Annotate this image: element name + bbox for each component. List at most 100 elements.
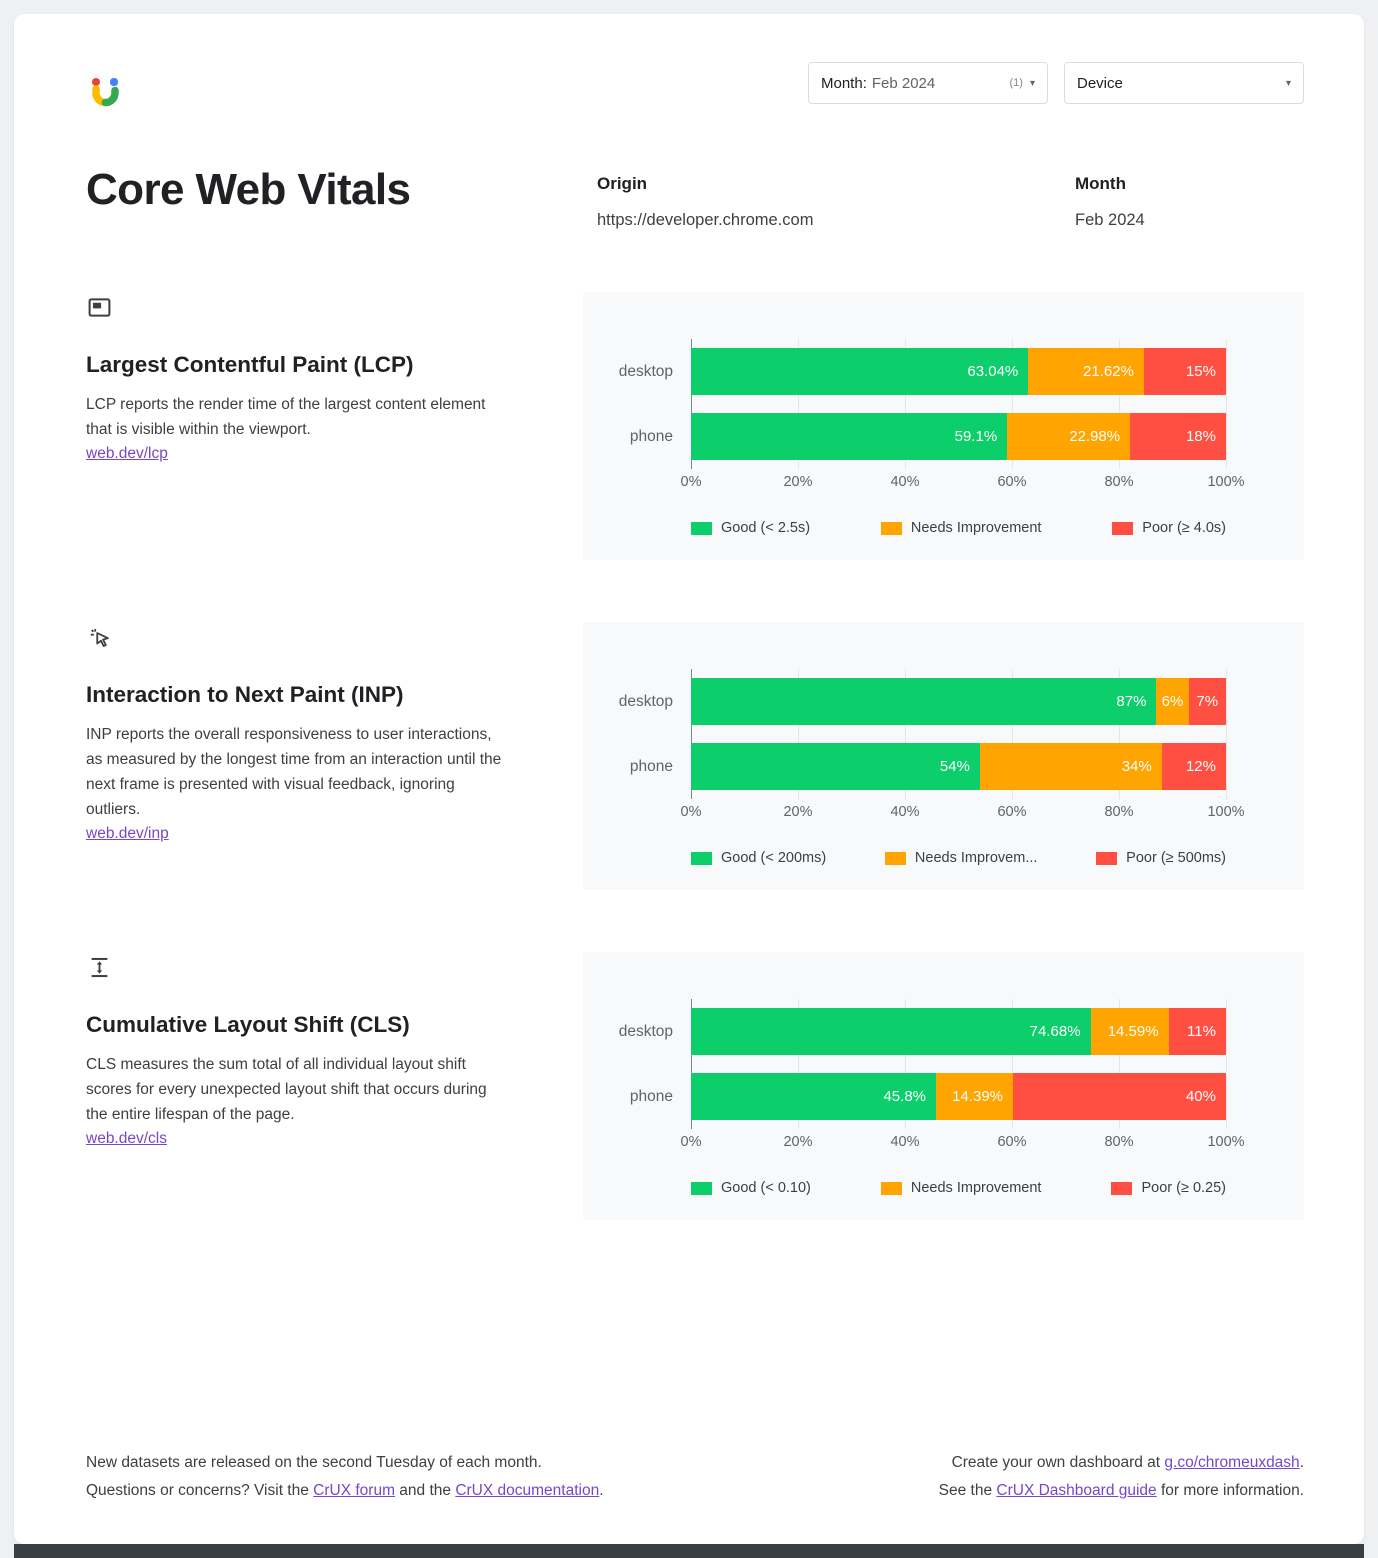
report-header: Core Web Vitals Origin https://developer… xyxy=(86,165,1304,230)
legend-label: Needs Improvement xyxy=(910,1180,1042,1196)
month-filter-value: Feb 2024 xyxy=(871,74,936,92)
bar-segment: 63.04% xyxy=(691,348,1029,395)
bar-category-label: phone xyxy=(629,1087,673,1105)
legend-item: Good (< 2.5s) xyxy=(691,520,810,536)
gridline xyxy=(1119,999,1120,1129)
top-bar: Month: Feb 2024 (1) ▾ Device ▾ xyxy=(86,62,1304,110)
bar-segment: 6% xyxy=(1156,678,1189,725)
x-tick-label: 80% xyxy=(1104,1134,1134,1150)
bar-segment: 14.59% xyxy=(1090,1008,1169,1055)
bar-segment: 22.98% xyxy=(1007,413,1131,460)
x-tick-label: 0% xyxy=(680,804,702,820)
legend-label: Good (< 200ms) xyxy=(721,850,827,866)
section-inp-text: Interaction to Next Paint (INP) INP repo… xyxy=(86,622,583,890)
gridline xyxy=(798,999,799,1129)
crux-documentation-link[interactable]: CrUX documentation xyxy=(455,1482,600,1500)
web-dev-cls-link[interactable]: web.dev/cls xyxy=(86,1130,167,1148)
dropdown-arrow-icon: ▾ xyxy=(1285,77,1291,89)
inp-chart: desktop phone 87% 6% 7% 54% 34% 12% 0% 20% 40% 60… xyxy=(583,622,1304,890)
month-filter-label: Month: xyxy=(821,74,867,92)
page-title: Core Web Vitals xyxy=(86,165,411,214)
footer-right: Create your own dashboard at g.co/chrome… xyxy=(939,1449,1304,1506)
metric-title-lcp: Largest Contentful Paint (LCP) xyxy=(86,352,414,377)
bar-category-label: desktop xyxy=(618,692,673,710)
section-cls-text: Cumulative Layout Shift (CLS) CLS measur… xyxy=(86,952,583,1220)
x-axis-ticks: 0% 20% 40% 60% 80% 100% xyxy=(681,804,1245,824)
origin-value: https://developer.chrome.com xyxy=(597,211,814,229)
legend-item: Needs Improvement xyxy=(880,1180,1042,1196)
bar-category-label: phone xyxy=(629,757,673,775)
bar-category-labels: desktop phone xyxy=(583,348,691,460)
metric-description-inp: INP reports the overall responsiveness t… xyxy=(86,726,502,819)
bar-segment: 74.68% xyxy=(691,1008,1091,1055)
legend-swatch xyxy=(884,851,906,865)
footer-guide-note: See the CrUX Dashboard guide for more in… xyxy=(938,1482,1304,1500)
legend-swatch xyxy=(691,1181,712,1195)
bars: 87% 6% 7% 54% 34% 12% xyxy=(691,678,1226,790)
footer-left: New datasets are released on the second … xyxy=(86,1449,604,1506)
month-filter-dropdown[interactable]: Month: Feb 2024 (1) ▾ xyxy=(808,62,1048,104)
bar-category-labels: desktop phone xyxy=(583,1008,691,1120)
legend-swatch xyxy=(880,1181,902,1195)
legend-item: Good (< 200ms) xyxy=(691,850,826,866)
y-axis-line xyxy=(691,669,692,799)
bar-segment: 54% xyxy=(691,743,980,790)
bar-category-label: desktop xyxy=(618,362,673,380)
month-filter-count: (1) xyxy=(1009,77,1023,89)
legend-label: Good (< 2.5s) xyxy=(721,520,811,536)
legend-label: Good (< 0.10) xyxy=(721,1180,811,1196)
bar-row-desktop: 87% 6% 7% xyxy=(691,678,1226,725)
x-tick-label: 100% xyxy=(1207,804,1245,820)
footer-create-dashboard-note: Create your own dashboard at g.co/chrome… xyxy=(951,1453,1304,1471)
bar-category-label: desktop xyxy=(618,1022,673,1040)
crux-forum-link[interactable]: CrUX forum xyxy=(313,1482,395,1500)
y-axis-line xyxy=(691,999,692,1129)
legend-item: Poor (≥ 4.0s) xyxy=(1112,520,1226,536)
interaction-cursor-icon xyxy=(86,624,511,652)
gridline xyxy=(905,339,906,469)
device-filter-dropdown[interactable]: Device ▾ xyxy=(1064,62,1304,104)
bar-segment: 21.62% xyxy=(1028,348,1144,395)
x-tick-label: 100% xyxy=(1207,1134,1245,1150)
chromeuxdash-link[interactable]: g.co/chromeuxdash xyxy=(1164,1453,1300,1471)
gridline xyxy=(1226,669,1227,799)
bar-segment: 11% xyxy=(1168,1008,1226,1055)
gridline xyxy=(905,999,906,1129)
x-tick-label: 60% xyxy=(997,1134,1027,1150)
footer-questions-note: Questions or concerns? Visit the CrUX fo… xyxy=(86,1482,604,1500)
bar-row-desktop: 74.68% 14.59% 11% xyxy=(691,1008,1226,1055)
legend-item: Good (< 0.10) xyxy=(691,1180,811,1196)
bar-category-label: phone xyxy=(629,427,673,445)
bar-segment: 14.39% xyxy=(936,1073,1013,1120)
gridline xyxy=(1226,999,1227,1129)
device-filter-label: Device xyxy=(1077,74,1123,92)
gridline xyxy=(798,339,799,469)
legend-label: Poor (≥ 0.25) xyxy=(1141,1180,1226,1196)
x-tick-label: 80% xyxy=(1104,474,1134,490)
filter-controls: Month: Feb 2024 (1) ▾ Device ▾ xyxy=(808,62,1304,104)
gridline xyxy=(1226,339,1227,469)
section-inp: Interaction to Next Paint (INP) INP repo… xyxy=(86,622,1304,890)
inp-plot: desktop phone 87% 6% 7% 54% 34% 12% xyxy=(583,669,1227,799)
web-dev-lcp-link[interactable]: web.dev/lcp xyxy=(86,445,168,463)
legend-item: Poor (≥ 0.25) xyxy=(1111,1180,1226,1196)
chart-legend: Good (< 0.10) Needs Improvement Poor (≥ 0.… xyxy=(691,1180,1226,1196)
layout-shift-icon xyxy=(86,954,511,982)
bar-row-phone: 59.1% 22.98% 18% xyxy=(691,413,1226,460)
gridline xyxy=(1012,339,1013,469)
gridline xyxy=(1119,339,1120,469)
web-dev-inp-link[interactable]: web.dev/inp xyxy=(86,825,169,843)
bar-segment: 40% xyxy=(1013,1073,1226,1120)
x-tick-label: 40% xyxy=(890,804,920,820)
x-tick-label: 0% xyxy=(680,1134,702,1150)
metric-title-cls: Cumulative Layout Shift (CLS) xyxy=(86,1012,410,1037)
cls-chart: desktop phone 74.68% 14.59% 11% 45.8% 14.39% 4… xyxy=(583,952,1304,1220)
crux-dashboard-guide-link[interactable]: CrUX Dashboard guide xyxy=(996,1482,1157,1500)
month-label: Month xyxy=(1075,174,1126,193)
bar-segment: 15% xyxy=(1143,348,1226,395)
bar-segment: 18% xyxy=(1130,413,1226,460)
origin-block: Origin https://developer.chrome.com xyxy=(597,174,1075,230)
legend-item: Needs Improvem... xyxy=(884,850,1037,866)
legend-swatch xyxy=(691,851,712,865)
legend-label: Needs Improvement xyxy=(910,520,1042,536)
